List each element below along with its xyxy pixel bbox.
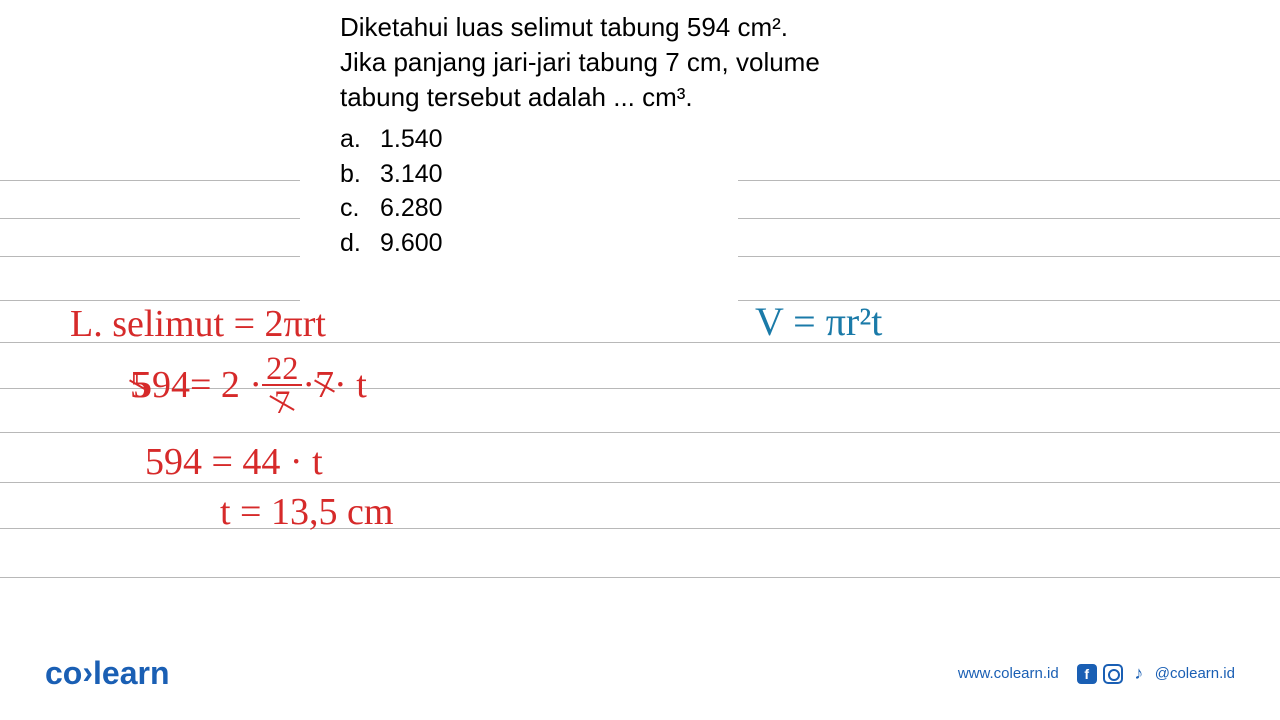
logo-co: co xyxy=(45,655,82,691)
option-letter: a. xyxy=(340,122,380,157)
option-value: 3.140 xyxy=(380,157,443,192)
brand-logo: co›learn xyxy=(45,655,169,692)
option-value: 9.600 xyxy=(380,226,443,261)
option-value: 6.280 xyxy=(380,191,443,226)
option-b: b. 3.140 xyxy=(340,157,443,192)
tiktok-icon: ♪ xyxy=(1129,664,1149,684)
footer-url: www.colearn.id xyxy=(958,665,1059,682)
facebook-icon: f xyxy=(1077,664,1097,684)
option-letter: b. xyxy=(340,157,380,192)
problem-text: Diketahui luas selimut tabung 594 cm². J… xyxy=(340,10,890,115)
footer: co›learn www.colearn.id f ♪ @colearn.id xyxy=(45,655,1235,692)
option-d: d. 9.600 xyxy=(340,226,443,261)
option-c: c. 6.280 xyxy=(340,191,443,226)
handwriting-volume: V = πr²t xyxy=(755,298,882,345)
option-letter: d. xyxy=(340,226,380,261)
frac-den-strike: 7 xyxy=(270,386,294,418)
handwriting-eq3: t = 13,5 cm xyxy=(220,490,393,534)
problem-line-3: tabung tersebut adalah ... cm³. xyxy=(340,80,890,115)
problem-line-1: Diketahui luas selimut tabung 594 cm². xyxy=(340,10,890,45)
eq1-strike7: 7 xyxy=(315,363,334,407)
handwriting-eq2: 594 = 44 · t xyxy=(145,440,323,484)
instagram-icon xyxy=(1103,664,1123,684)
eq1-fraction: 22 7 xyxy=(262,352,302,419)
problem-line-2: Jika panjang jari-jari tabung 7 cm, volu… xyxy=(340,45,890,80)
strike-5-icon: 5 xyxy=(130,363,149,407)
eq1-mult: · xyxy=(302,363,315,407)
eq1-t: · t xyxy=(334,363,367,407)
social-icons: f ♪ @colearn.id xyxy=(1077,664,1235,684)
eq1-part1: = 2 · xyxy=(190,363,262,407)
footer-right: www.colearn.id f ♪ @colearn.id xyxy=(958,664,1235,684)
handwriting-formula: L. selimut = 2πrt xyxy=(70,302,326,346)
option-value: 1.540 xyxy=(380,122,443,157)
answer-options: a. 1.540 b. 3.140 c. 6.280 d. 9.600 xyxy=(340,122,443,260)
footer-handle: @colearn.id xyxy=(1155,665,1235,682)
frac-num: 22 xyxy=(262,352,302,386)
logo-learn: learn xyxy=(93,655,169,691)
option-a: a. 1.540 xyxy=(340,122,443,157)
handwriting-eq1: 5 594 = 2 · 22 7 · 7 · t xyxy=(130,352,367,419)
option-letter: c. xyxy=(340,191,380,226)
